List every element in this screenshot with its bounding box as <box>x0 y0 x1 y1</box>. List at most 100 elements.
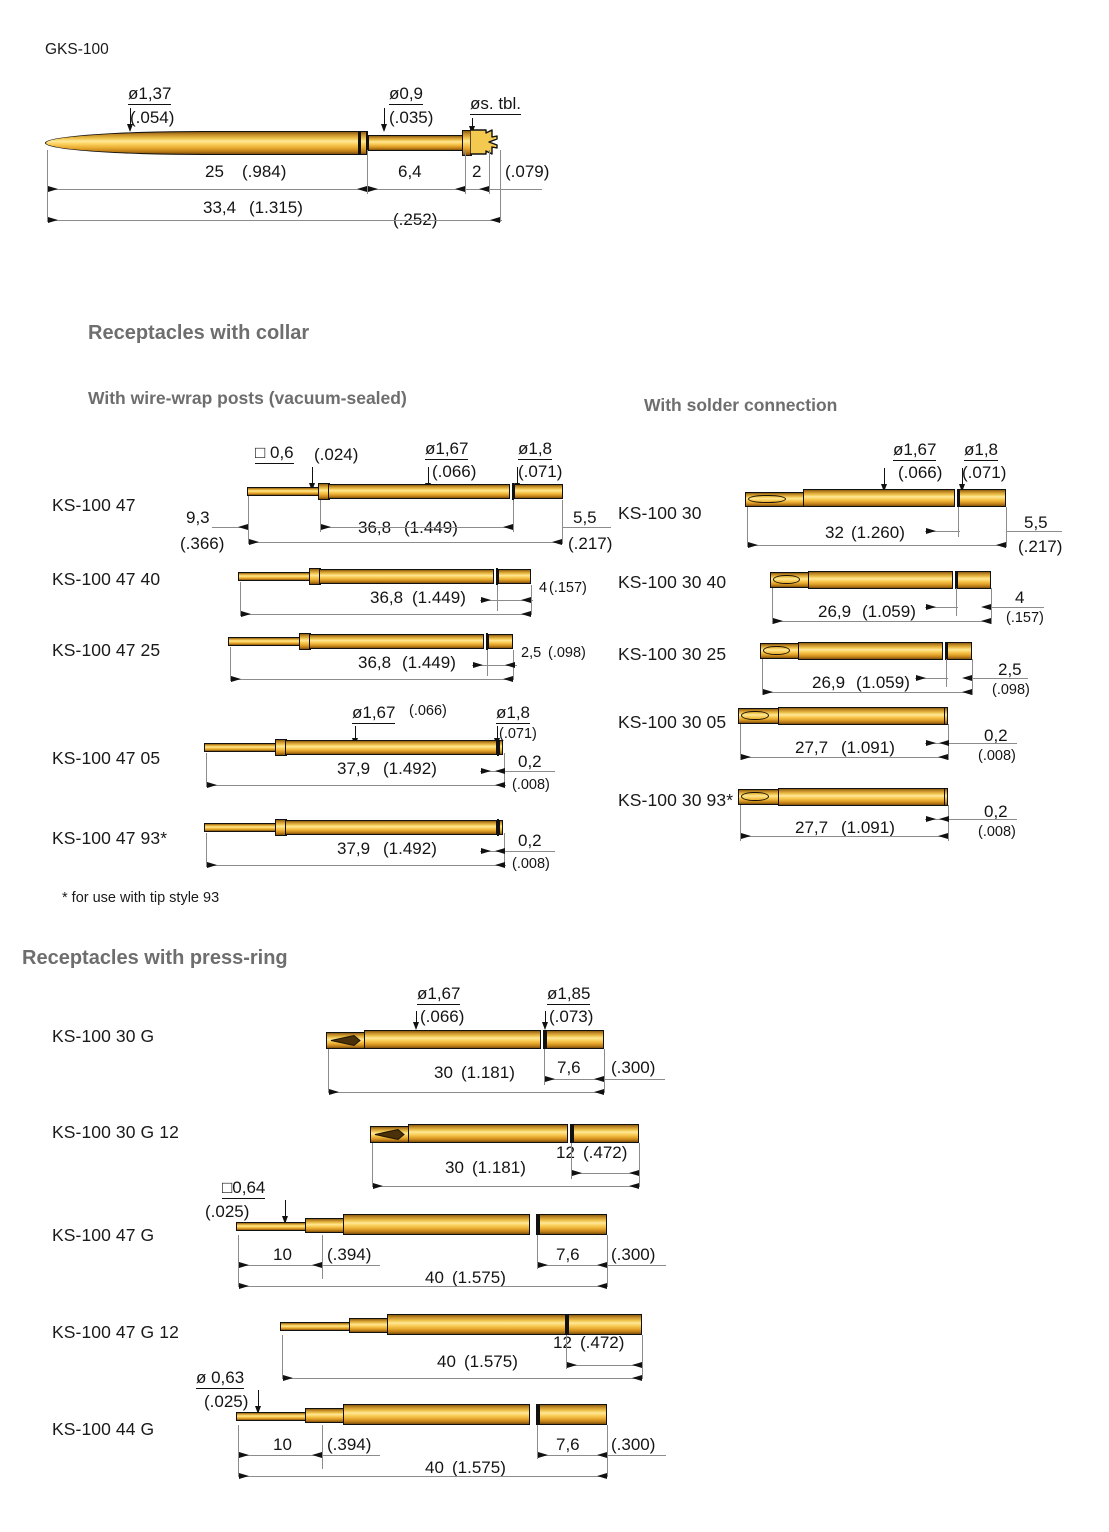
dim-line <box>367 189 467 190</box>
ext-line <box>206 833 207 867</box>
gks100-len25-in: (.984) <box>242 162 287 181</box>
ext-line <box>946 659 947 687</box>
ks3093-solder-slot <box>741 791 769 801</box>
dim-line <box>206 865 506 866</box>
ext-line <box>958 507 959 537</box>
leader-line <box>285 1200 286 1222</box>
dim-line <box>238 1265 322 1266</box>
dim-arrow <box>329 1088 339 1095</box>
footnote-tip-style-93: * for use with tip style 93 <box>62 890 220 906</box>
dim-arrow <box>538 1451 548 1458</box>
ks47-right-in: (.217) <box>568 534 613 553</box>
ks3005-right-in: (.008) <box>978 748 1016 764</box>
ks44g-post-dia: ø 0,63 <box>196 1368 245 1389</box>
dim-line <box>238 1455 322 1456</box>
dim-line <box>248 542 562 543</box>
part-label-ks100-30-g-12: KS-100 30 G 12 <box>52 1122 179 1142</box>
ks47-d18: ø1,8 <box>518 439 553 460</box>
ext-line <box>487 650 488 676</box>
leader-arrow <box>281 1216 288 1224</box>
ks3093-right-mm: 0,2 <box>984 802 1008 821</box>
ext-line <box>372 1143 373 1187</box>
gks100-dia-mid-in: (.035) <box>389 108 434 127</box>
dim-arrow <box>939 815 949 822</box>
ks4725-right-mm: 2,5 <box>521 645 542 661</box>
ks47g12-barrel <box>387 1314 567 1335</box>
leader-line <box>884 468 885 490</box>
dim-arrow <box>312 1261 322 1268</box>
ks47-barrel <box>328 484 510 499</box>
ext-line <box>322 1425 323 1469</box>
gks100-len2-in: (.079) <box>505 162 550 181</box>
ks47-left-in: (.366) <box>180 534 225 553</box>
ext-line <box>500 150 501 222</box>
ks30g-d185-in: (.073) <box>549 1007 594 1026</box>
dim-line <box>472 665 517 666</box>
dim-arrow <box>231 675 241 682</box>
leader-line <box>497 726 498 744</box>
leader-line <box>312 467 313 489</box>
ext-line <box>1006 507 1007 547</box>
part-label-ks100-30-05: KS-100 30 05 <box>618 712 727 732</box>
ks30g-d185: ø1,85 <box>547 984 591 1005</box>
dim-arrow <box>495 847 505 854</box>
ext-line <box>206 753 207 787</box>
ks3040-main-mm: 26,9 <box>818 602 852 621</box>
ks47-main-in: (1.449) <box>404 518 458 537</box>
ext-line <box>607 1235 608 1287</box>
dim-line <box>230 679 514 680</box>
ext-line <box>328 1049 329 1093</box>
ks47-left-mm: 9,3 <box>186 508 210 527</box>
ks47g-post-step <box>305 1218 345 1233</box>
leader-arrow <box>880 484 887 492</box>
ks3005-main-mm: 27,7 <box>795 738 829 757</box>
gks100-dia-mid-mm: ø0,9 <box>389 84 424 105</box>
ks30g-main-in: (1.181) <box>461 1063 515 1082</box>
ks30-d167-in: (.066) <box>898 463 943 482</box>
ks4793-wirewrap-post <box>204 823 277 832</box>
dim-arrow <box>207 861 217 868</box>
ks3005-main-in: (1.091) <box>841 738 895 757</box>
ks47g12-right-mm: 12 <box>553 1333 572 1352</box>
ext-line <box>497 585 498 611</box>
dim-arrow <box>249 538 259 545</box>
dim-arrow <box>48 216 58 223</box>
ks30-barrel-end <box>959 489 1006 507</box>
part-label-ks100-47-25: KS-100 47 25 <box>52 640 161 660</box>
dim-arrow <box>495 781 505 788</box>
ks4793-main-mm: 37,9 <box>337 839 371 858</box>
ks4705-d18-in: (.071) <box>499 726 537 742</box>
dim-arrow <box>962 674 972 681</box>
ks47g-post-sq: □0,64 <box>222 1178 266 1199</box>
ks47-d167-in: (.066) <box>432 462 477 481</box>
dim-arrow <box>629 1182 639 1189</box>
ext-line <box>367 150 368 194</box>
ks30-solder-slot <box>748 494 786 503</box>
dim-line <box>605 1079 665 1080</box>
dim-arrow <box>572 1169 582 1176</box>
dim-arrow <box>473 661 483 668</box>
dim-line <box>772 621 992 622</box>
ks3040-barrel <box>808 571 953 589</box>
dim-line <box>372 1186 640 1187</box>
ks4705-main-in: (1.492) <box>383 759 437 778</box>
ext-line <box>513 500 514 532</box>
ext-line <box>571 1143 572 1179</box>
part-label-ks100-47-05: KS-100 47 05 <box>52 748 161 768</box>
ks4793-press-ring <box>497 819 499 836</box>
dim-line <box>1007 531 1062 532</box>
ks47-press-ring <box>512 483 514 500</box>
ks47g-right-mm: 7,6 <box>556 1245 580 1264</box>
ks3093-main-in: (1.091) <box>841 818 895 837</box>
ks30-main-in: (1.260) <box>851 523 905 542</box>
ks4725-main-mm: 36,8 <box>358 653 392 672</box>
ks3025-barrel <box>798 642 943 660</box>
ks4725-barrel-end <box>488 634 513 649</box>
dim-arrow <box>357 185 367 192</box>
ks47-wirewrap-post <box>247 487 320 496</box>
dim-line <box>915 678 948 679</box>
gks100-ring <box>366 131 368 155</box>
ks30g12-main-mm: 30 <box>445 1158 464 1177</box>
ks4705-barrel <box>285 740 497 755</box>
ks44g-barrel <box>343 1404 530 1425</box>
